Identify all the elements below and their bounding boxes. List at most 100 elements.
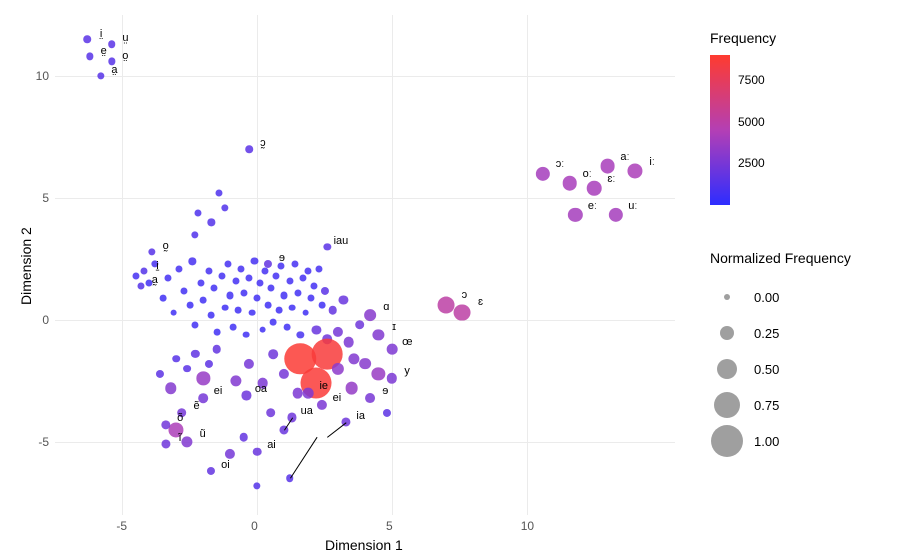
data-point <box>240 290 247 297</box>
data-point <box>221 304 228 311</box>
size-legend-label: 0.75 <box>754 398 779 413</box>
data-point <box>254 294 261 301</box>
colorbar <box>710 55 730 205</box>
data-point <box>257 378 268 389</box>
data-point <box>208 312 215 319</box>
y-gridline <box>55 198 675 199</box>
data-point <box>437 297 454 314</box>
data-point <box>303 388 314 399</box>
data-point <box>587 181 602 196</box>
x-tick-label: 0 <box>251 519 258 533</box>
data-point <box>245 145 253 153</box>
size-legend-row: 0.00 <box>710 280 779 314</box>
data-point <box>343 336 354 347</box>
data-point <box>108 40 116 48</box>
data-point <box>232 277 239 284</box>
data-point <box>292 388 303 399</box>
x-gridline <box>392 15 393 515</box>
data-point <box>266 408 276 418</box>
size-legend-label: 1.00 <box>754 434 779 449</box>
data-point <box>345 382 358 395</box>
data-point <box>246 275 253 282</box>
x-tick-label: -5 <box>116 519 127 533</box>
data-point <box>289 304 296 311</box>
data-point <box>355 320 365 330</box>
y-axis-label: Dimension 2 <box>18 227 34 305</box>
y-gridline <box>55 320 675 321</box>
data-point <box>273 272 280 279</box>
y-tick-label: 10 <box>36 69 49 83</box>
x-gridline <box>122 15 123 515</box>
data-point <box>281 292 288 299</box>
data-point <box>600 159 615 174</box>
data-point <box>316 265 323 272</box>
data-point <box>138 282 145 289</box>
data-point <box>365 393 375 403</box>
data-point <box>237 265 244 272</box>
data-point <box>286 277 293 284</box>
y-gridline <box>55 442 675 443</box>
legend-size-title: Normalized Frequency <box>710 250 851 266</box>
data-point <box>563 176 578 191</box>
size-legend-row: 0.25 <box>710 316 779 350</box>
data-point <box>183 365 191 373</box>
data-point <box>235 307 242 314</box>
data-point <box>294 290 301 297</box>
size-legend-label: 0.50 <box>754 362 779 377</box>
data-point <box>132 272 139 279</box>
data-point <box>262 268 269 275</box>
colorbar-tick-label: 2500 <box>738 156 765 170</box>
size-legend-circle <box>717 359 737 379</box>
data-point <box>318 302 325 309</box>
size-legend-circle <box>720 326 734 340</box>
colorbar-tick-label: 7500 <box>738 73 765 87</box>
data-point <box>173 355 181 363</box>
data-point <box>387 344 398 355</box>
data-point <box>270 319 277 326</box>
size-legend-circle <box>714 392 740 418</box>
data-point <box>205 268 212 275</box>
data-point <box>170 309 177 316</box>
data-point <box>175 265 182 272</box>
data-point <box>283 324 290 331</box>
data-point <box>310 282 317 289</box>
data-point <box>278 263 285 270</box>
data-point <box>200 297 207 304</box>
size-legend-label: 0.00 <box>754 290 779 305</box>
data-point <box>365 309 377 321</box>
data-point <box>302 309 309 316</box>
data-point <box>230 324 237 331</box>
data-point <box>308 294 315 301</box>
x-tick-label: 5 <box>386 519 393 533</box>
data-point <box>159 295 166 302</box>
x-axis-label: Dimension 1 <box>325 537 403 553</box>
data-point <box>194 209 201 216</box>
data-point <box>253 447 262 456</box>
data-point <box>256 280 263 287</box>
x-gridline <box>527 15 528 515</box>
data-point <box>269 349 279 359</box>
data-point <box>84 36 92 44</box>
size-legend-circle <box>724 294 730 300</box>
data-point <box>219 272 226 279</box>
data-point <box>211 285 218 292</box>
y-gridline <box>55 76 675 77</box>
plot-area <box>55 15 675 515</box>
x-gridline <box>257 15 258 515</box>
data-point <box>192 321 199 328</box>
data-point <box>305 268 312 275</box>
size-legend-row: 0.75 <box>710 388 779 422</box>
data-point <box>251 258 258 265</box>
size-legend-row: 0.50 <box>710 352 779 386</box>
y-tick-label: -5 <box>38 435 49 449</box>
data-point <box>146 280 153 287</box>
data-point <box>239 433 248 442</box>
data-point <box>197 280 204 287</box>
data-point <box>186 302 193 309</box>
data-point <box>224 260 231 267</box>
data-point <box>198 393 208 403</box>
data-point <box>248 309 255 316</box>
data-point <box>212 345 221 354</box>
legend-frequency-title: Frequency <box>710 30 776 46</box>
data-point <box>165 275 172 282</box>
